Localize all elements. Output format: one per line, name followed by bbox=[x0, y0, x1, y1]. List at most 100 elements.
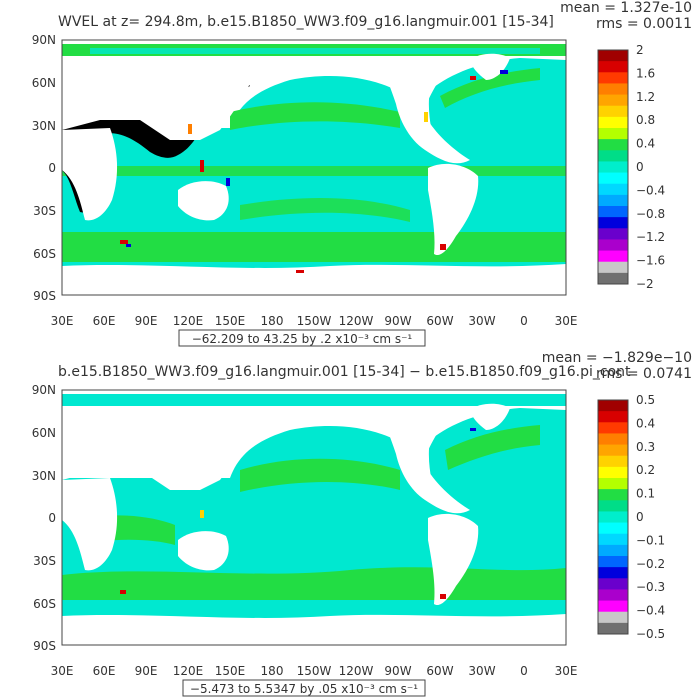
antarctica-land bbox=[62, 622, 566, 645]
lon-label: 30E bbox=[51, 664, 74, 678]
lon-label: 30E bbox=[555, 314, 578, 328]
colorbar-swatch bbox=[598, 161, 628, 174]
colorbar-swatch bbox=[598, 61, 628, 73]
lat-label: 30S bbox=[33, 204, 56, 218]
africa-land bbox=[62, 478, 118, 571]
colorbar-swatch bbox=[598, 261, 628, 274]
lon-label: 150W bbox=[297, 314, 332, 328]
lat-label: 60S bbox=[33, 597, 56, 611]
colorbar-tick-label: −0.2 bbox=[636, 557, 665, 571]
colorbar-swatch bbox=[598, 489, 628, 501]
equatorial-band bbox=[62, 166, 566, 176]
colorbar-swatch bbox=[598, 522, 628, 535]
lon-label: 60E bbox=[93, 664, 116, 678]
lon-label: 60W bbox=[426, 314, 453, 328]
colorbar-swatch bbox=[598, 105, 628, 118]
lat-axis: 90N 60N 30N 0 30S 60S 90S bbox=[32, 33, 56, 303]
colorbar-tick-label: −0.8 bbox=[636, 207, 665, 221]
lon-label: 0 bbox=[520, 664, 528, 678]
lon-label: 0 bbox=[520, 314, 528, 328]
colorbar-tick-label: 0.8 bbox=[636, 113, 655, 127]
eurasia-body bbox=[62, 408, 260, 490]
colorbar-tick-label: −0.4 bbox=[636, 183, 665, 197]
colorbar-tick-label: −0.4 bbox=[636, 604, 665, 618]
colorbar-swatch bbox=[598, 172, 628, 185]
colorbar-tick-label: 0.5 bbox=[636, 393, 655, 407]
lat-label: 90N bbox=[32, 383, 56, 397]
colorbar-tick-label: −2 bbox=[636, 277, 654, 291]
antarctica-land bbox=[62, 272, 566, 295]
panel-bottom: b.e15.B1850_WW3.f09_g16.langmuir.001 [15… bbox=[32, 350, 692, 697]
lon-label: 180 bbox=[261, 664, 284, 678]
colorbar-tick-label: 0.4 bbox=[636, 137, 655, 151]
panel-top: WVEL at z= 294.8m, b.e15.B1850_WW3.f09_g… bbox=[32, 0, 692, 347]
lat-label: 30S bbox=[33, 554, 56, 568]
colorbar-tick-label: −0.1 bbox=[636, 533, 665, 547]
lon-label: 90E bbox=[135, 314, 158, 328]
lon-label: 120E bbox=[173, 664, 204, 678]
colorbar-tick-label: 0 bbox=[636, 160, 644, 174]
colorbar-swatch bbox=[598, 556, 628, 568]
range-label: −5.473 to 5.5347 by .05 x10⁻³ cm s⁻¹ bbox=[190, 682, 418, 696]
green-patch-atlantic bbox=[445, 425, 540, 470]
lat-label: 90N bbox=[32, 33, 56, 47]
range-box bbox=[182, 679, 426, 697]
lon-label: 90E bbox=[135, 664, 158, 678]
lat-label: 90S bbox=[33, 289, 56, 303]
map-frame bbox=[61, 389, 567, 646]
colorbar-swatch bbox=[598, 411, 628, 423]
north-atlantic-band bbox=[440, 68, 540, 108]
colorbar-swatch bbox=[598, 272, 628, 285]
north-america-land bbox=[380, 58, 470, 164]
colorbar-frame bbox=[597, 49, 629, 285]
colorbar-swatch bbox=[598, 94, 628, 107]
colorbar-tick-label: −1.2 bbox=[636, 230, 665, 244]
range-label: −62.209 to 43.25 by .2 x10⁻³ cm s⁻¹ bbox=[192, 332, 413, 346]
lon-label: 90W bbox=[384, 664, 411, 678]
colorbar-swatch bbox=[598, 139, 628, 151]
colorbar-tick-label: 1.6 bbox=[636, 66, 655, 80]
colorbar-swatch bbox=[598, 217, 628, 229]
lat-axis: 90N 60N 30N 0 30S 60S 90S bbox=[32, 383, 56, 653]
lon-label: 60E bbox=[93, 314, 116, 328]
colorbar-swatch bbox=[598, 239, 628, 252]
lat-label: 60N bbox=[32, 76, 56, 90]
colorbar-swatch bbox=[598, 622, 628, 635]
colorbar-swatch bbox=[598, 50, 628, 62]
lat-label: 60N bbox=[32, 426, 56, 440]
colorbar-tick-label: −0.5 bbox=[636, 627, 665, 641]
colorbar-swatch bbox=[598, 433, 628, 446]
south-america-land bbox=[428, 163, 479, 256]
antarctica-edge bbox=[62, 614, 566, 624]
lon-label: 120W bbox=[339, 314, 374, 328]
colorbar-swatch bbox=[598, 422, 628, 434]
lon-axis: 30E 60E 90E 120E 150E 180 150W 120W 90W … bbox=[51, 314, 578, 328]
lat-label: 30N bbox=[32, 119, 56, 133]
antarctica-edge bbox=[62, 264, 566, 274]
map-field bbox=[62, 390, 566, 645]
colorbar-swatch bbox=[598, 72, 628, 84]
colorbar-tick-label: −1.6 bbox=[636, 254, 665, 268]
colorbar-tick-label: 0 bbox=[636, 510, 644, 524]
eurasia-body bbox=[62, 58, 260, 140]
green-patch-pacific bbox=[240, 458, 400, 492]
colorbar-swatch bbox=[598, 455, 628, 468]
colorbar-tick-label: 0.1 bbox=[636, 487, 655, 501]
colorbar-swatch bbox=[598, 478, 628, 490]
north-pacific-band bbox=[230, 102, 400, 130]
colorbar-swatch bbox=[598, 444, 628, 457]
lat-label: 0 bbox=[48, 511, 56, 525]
panel-title: b.e15.B1850_WW3.f09_g16.langmuir.001 [15… bbox=[58, 364, 631, 380]
lon-label: 30W bbox=[468, 664, 495, 678]
lon-label: 30E bbox=[555, 664, 578, 678]
africa-land bbox=[62, 128, 118, 221]
stat-mean: mean = 1.327e-10 bbox=[560, 0, 692, 16]
coastal-extremes bbox=[120, 428, 476, 599]
north-america-land bbox=[380, 408, 470, 514]
colorbar-frame bbox=[597, 399, 629, 635]
lon-label: 150E bbox=[215, 314, 246, 328]
colorbar-tick-label: 2 bbox=[636, 43, 644, 57]
colorbar-swatch bbox=[598, 194, 628, 207]
greenland-land bbox=[470, 403, 510, 430]
colorbar-swatch bbox=[598, 611, 628, 624]
